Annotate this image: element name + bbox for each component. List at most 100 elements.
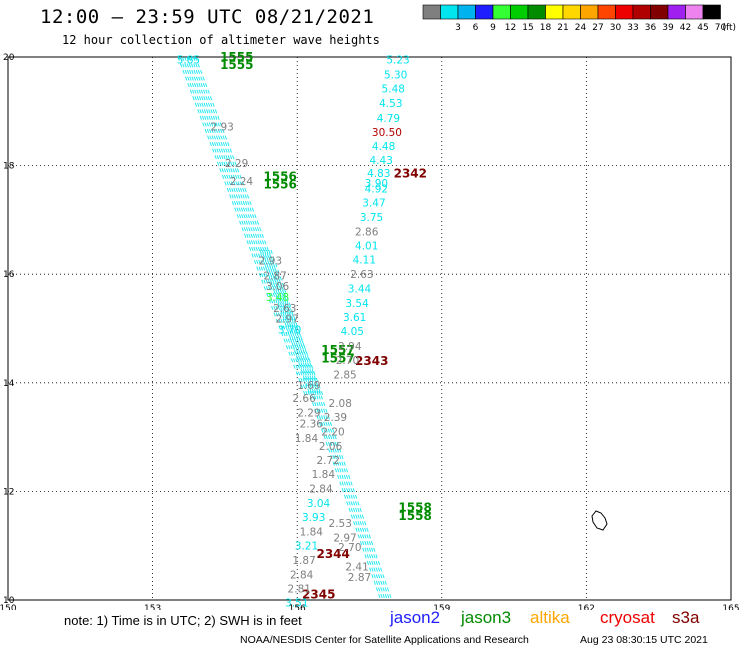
colorbar-label: 70 xyxy=(715,23,727,33)
wave-height-value: 3.93 xyxy=(302,512,325,524)
x-tick-label: 159 xyxy=(433,604,450,610)
y-tick-label: 20 xyxy=(3,53,15,63)
wave-height-value: 2.97 xyxy=(276,314,299,326)
pass-label: 2344 xyxy=(316,547,349,561)
ground-track-line xyxy=(261,249,383,599)
ground-track-line xyxy=(179,56,308,396)
wave-height-value: 2.63 xyxy=(273,303,296,315)
ground-track-line xyxy=(270,249,392,599)
ground-track-line xyxy=(263,249,385,599)
wave-height-value: 5.23 xyxy=(386,55,409,67)
pass-label: 1555 xyxy=(220,58,253,72)
wave-height-value: 2.84 xyxy=(309,484,333,496)
wave-height-value: 2.66 xyxy=(292,393,316,405)
colorbar-label: 27 xyxy=(592,23,603,33)
wave-height-value: 4.92 xyxy=(365,183,388,195)
footnote: note: 1) Time is in UTC; 2) SWH is in fe… xyxy=(64,613,302,628)
wave-height-value: 2.85 xyxy=(333,370,356,382)
wave-height-value: 2.86 xyxy=(355,226,379,238)
satellite-altika: altika xyxy=(530,608,570,627)
wave-height-value: 2.93 xyxy=(210,122,233,134)
wave-height-value: 3.06 xyxy=(266,281,290,293)
ground-track-line xyxy=(266,249,388,599)
x-tick-label: 150 xyxy=(0,604,17,610)
wave-height-value: 2.87 xyxy=(263,270,286,282)
ground-track-line xyxy=(259,249,381,599)
wave-height-value: 4.83 xyxy=(367,168,390,180)
x-tick-label: 153 xyxy=(144,604,161,610)
ground-track-line xyxy=(181,56,310,396)
wave-height-value: 1.69 xyxy=(297,380,320,392)
wave-height-value: 2.81 xyxy=(288,584,311,596)
wave-height-value: 3.54 xyxy=(345,298,369,310)
colorbar-label: 21 xyxy=(557,23,568,33)
grid xyxy=(7,56,732,601)
wave-height-value: 2.63 xyxy=(350,269,373,281)
colorbar-label: 39 xyxy=(662,23,674,33)
wave-height-value: 2.29 xyxy=(225,158,248,170)
wave-height-value: 2.84 xyxy=(290,569,314,581)
y-tick-label: 16 xyxy=(3,270,15,280)
credit-line: NOAA/NESDIS Center for Satellite Applica… xyxy=(240,634,529,646)
wave-height-value: 30.50 xyxy=(372,127,402,139)
wave-height-value: 2.72 xyxy=(316,455,339,467)
pass-label: 1557 xyxy=(321,351,354,365)
satellite-cryosat: cryosat xyxy=(600,608,655,627)
wave-height-value: 2.70 xyxy=(336,355,359,367)
wave-height-value: 5.85 xyxy=(177,55,200,67)
colorbar-label: 45 xyxy=(697,23,708,33)
wave-height-value: 3.47 xyxy=(362,198,385,210)
wave-height-value: 3.51 xyxy=(285,598,308,610)
colorbar-label: 15 xyxy=(522,23,533,33)
wave-height-value: 3.21 xyxy=(295,541,318,553)
colorbar-label: 6 xyxy=(473,23,479,33)
colorbar-label: 12 xyxy=(505,23,516,33)
wave-height-value: 3.04 xyxy=(307,498,331,510)
satellite-jason2: jason2 xyxy=(390,608,441,627)
island-outline xyxy=(591,510,608,531)
wave-height-value: 3.61 xyxy=(343,312,366,324)
wave-height-value: 2.93 xyxy=(259,256,282,268)
wave-height-value: 2.29 xyxy=(297,408,320,420)
y-tick-label: 14 xyxy=(3,379,15,389)
page-title: 12:00 – 23:59 UTC 08/21/2021 xyxy=(40,6,375,28)
wave-height-value: 4.05 xyxy=(341,326,364,338)
colorbar-label: 9 xyxy=(490,23,496,33)
wave-height-value: 2.70 xyxy=(338,542,361,554)
wave-height-value: 1.84 xyxy=(295,433,319,445)
wave-height-value: 1.84 xyxy=(312,469,336,481)
pass-label: 1557 xyxy=(321,343,354,357)
wave-height-value: 2.97 xyxy=(333,533,356,545)
y-tick-label: 18 xyxy=(3,162,15,172)
y-tick-label: 12 xyxy=(3,487,14,497)
pass-label: 1556 xyxy=(263,169,296,183)
satellite-s3a: s3a xyxy=(672,608,700,627)
wave-height-value: 1.84 xyxy=(300,527,324,539)
wave-height-value: 2.94 xyxy=(338,341,362,353)
pass-label: 1556 xyxy=(263,178,296,192)
wave-height-value: 3.70 xyxy=(278,325,301,337)
colorbar-label: 3 xyxy=(455,23,461,33)
wave-height-value: 4.43 xyxy=(370,155,393,167)
colorbar-label: 30 xyxy=(610,23,622,33)
wave-height-value: 4.11 xyxy=(353,255,376,267)
page-subtitle: 12 hour collection of altimeter wave hei… xyxy=(62,33,380,47)
wave-height-value: 4.48 xyxy=(372,141,395,153)
wave-height-value: 3.48 xyxy=(266,292,289,304)
pass-label: 2343 xyxy=(355,354,388,368)
wave-height-value: 2.39 xyxy=(324,412,347,424)
pass-label: 1558 xyxy=(398,501,431,515)
wave-height-value: 2.36 xyxy=(300,419,324,431)
colorbar-unit: (ft) xyxy=(723,23,737,33)
pass-label: 1558 xyxy=(398,509,431,523)
wave-height-value: 2.24 xyxy=(230,176,254,188)
wave-height-value: 3.90 xyxy=(365,178,388,190)
wave-height-value: 2.87 xyxy=(348,572,371,584)
generated-timestamp: Aug 23 08:30:15 UTC 2021 xyxy=(580,634,708,646)
colorbar-label: 33 xyxy=(627,23,638,33)
wave-height-value: 5.48 xyxy=(382,83,405,95)
wave-height-value: 2.06 xyxy=(319,441,343,453)
wave-height-value: 2.08 xyxy=(329,398,352,410)
wave-height-value: 2.41 xyxy=(345,561,368,573)
